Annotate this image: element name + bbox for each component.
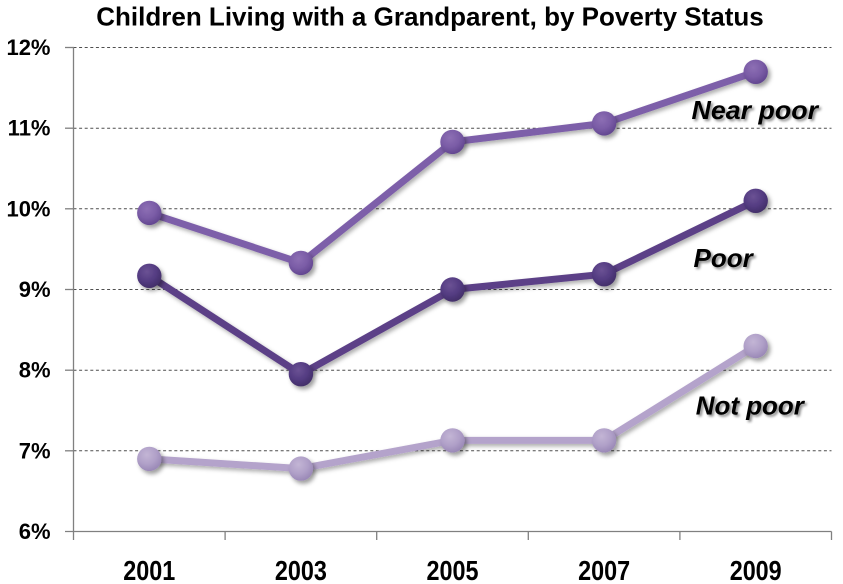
svg-text:Near poor: Near poor: [692, 95, 820, 125]
svg-text:10%: 10%: [6, 196, 50, 221]
svg-text:9%: 9%: [19, 277, 51, 302]
svg-text:8%: 8%: [19, 358, 51, 383]
svg-text:7%: 7%: [19, 438, 51, 463]
svg-text:Poor: Poor: [694, 243, 755, 273]
svg-text:6%: 6%: [19, 519, 51, 544]
svg-text:2001: 2001: [123, 555, 175, 584]
svg-text:2009: 2009: [730, 555, 782, 584]
svg-text:12%: 12%: [6, 35, 50, 60]
svg-text:11%: 11%: [8, 116, 51, 141]
svg-text:2003: 2003: [275, 555, 327, 584]
svg-text:2005: 2005: [427, 555, 479, 584]
svg-text:2007: 2007: [578, 555, 630, 584]
svg-text:Children Living with a Grandpa: Children Living with a Grandparent, by P…: [96, 2, 763, 32]
svg-text:Not poor: Not poor: [696, 391, 806, 421]
